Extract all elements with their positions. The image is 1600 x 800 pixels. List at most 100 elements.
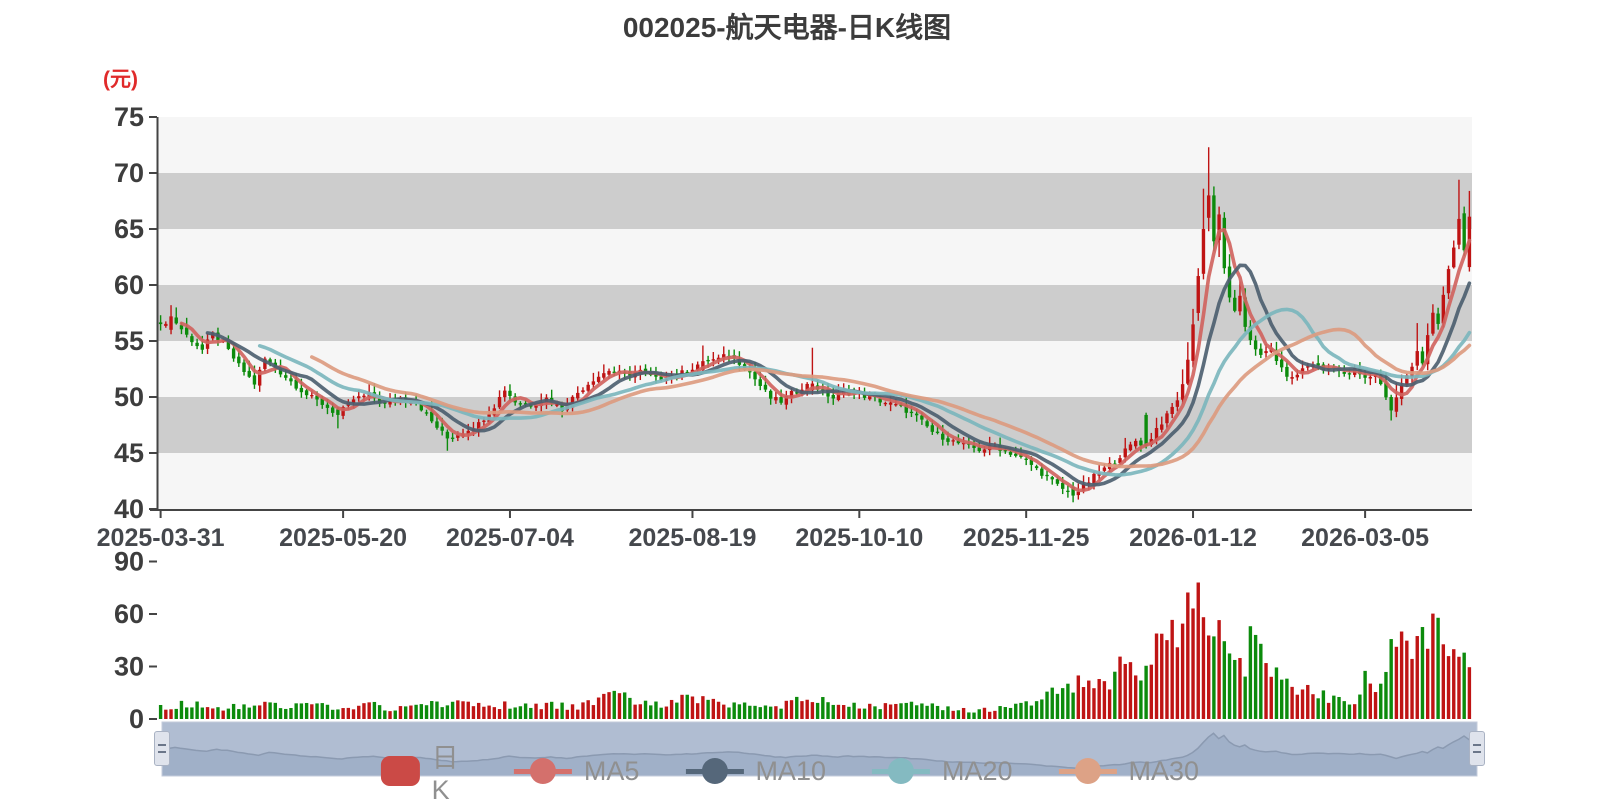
candle-body <box>836 392 841 400</box>
volume-bar <box>456 700 460 719</box>
volume-bar <box>722 704 726 719</box>
volume-bar <box>935 705 940 719</box>
candle-body <box>1285 366 1289 377</box>
handle-grip-icon <box>1473 744 1481 746</box>
candle-body <box>1425 335 1430 365</box>
volume-bar <box>1227 653 1232 719</box>
candle-body <box>1457 218 1461 245</box>
volume-bar <box>628 697 632 719</box>
volume-bar <box>899 703 903 719</box>
candle-body <box>430 411 434 422</box>
volume-bar <box>523 703 528 719</box>
volume-bar <box>409 705 413 719</box>
volume-bar <box>315 703 319 719</box>
candle-body <box>1081 483 1086 491</box>
legend-item-ma20[interactable]: MA20 <box>871 755 1013 787</box>
candle-body <box>1165 413 1169 424</box>
volume-bar <box>1259 643 1263 719</box>
line-series-legend-icon <box>513 757 572 785</box>
candle-body <box>508 390 512 396</box>
candle-body <box>169 316 173 330</box>
legend-item-ma10[interactable]: MA10 <box>685 756 826 787</box>
volume-bar <box>1196 582 1200 719</box>
volume-bar <box>774 706 778 719</box>
candle-body <box>1217 214 1221 241</box>
handle-grip-icon <box>1473 751 1481 753</box>
data-zoom-left-handle[interactable] <box>154 731 170 766</box>
candle-body <box>1040 468 1044 476</box>
data-zoom-right-handle[interactable] <box>1469 731 1485 766</box>
price-tick-label: 45 <box>114 438 144 468</box>
ma20-line <box>257 307 1472 477</box>
volume-bar <box>205 707 210 719</box>
volume-bar <box>482 706 486 719</box>
volume-bar <box>1071 692 1075 719</box>
volume-bar <box>1347 704 1352 719</box>
candle-body <box>946 438 950 442</box>
volume-bar <box>403 706 408 719</box>
volume-bar <box>795 696 799 719</box>
volume-bar <box>555 708 559 719</box>
candlestick-legend-icon <box>380 756 420 786</box>
candle-body <box>476 422 481 431</box>
volume-bar <box>195 701 199 719</box>
volume-bar <box>680 694 684 719</box>
legend-item-ma5[interactable]: MA5 <box>513 756 639 787</box>
volume-bar <box>1446 656 1451 719</box>
volume-bar <box>503 701 507 719</box>
volume-bar <box>419 704 424 719</box>
candle-body <box>1206 195 1211 218</box>
volume-bar <box>372 701 377 719</box>
candle-body <box>868 395 872 400</box>
volume-bar <box>1243 676 1247 719</box>
candle-body <box>1233 297 1237 311</box>
volume-bar <box>1206 635 1211 719</box>
candle-body <box>315 395 319 400</box>
volume-bar <box>987 711 992 719</box>
volume-bar <box>1123 663 1127 719</box>
volume-bar <box>1175 647 1180 719</box>
volume-bar <box>544 702 549 719</box>
volume-tick-label: 0 <box>129 704 144 734</box>
volume-bar <box>1295 694 1300 719</box>
line-series-legend-icon <box>871 757 930 785</box>
volume-tick-label: 90 <box>114 547 144 577</box>
volume-bar <box>190 707 194 719</box>
volume-tick-label: 30 <box>114 652 144 682</box>
volume-bar <box>784 700 789 719</box>
volume-bar <box>1321 690 1326 719</box>
volume-bar <box>633 704 637 719</box>
candle-body <box>252 375 257 385</box>
volume-bar <box>742 702 747 719</box>
volume-bar <box>158 704 163 719</box>
volume-bar <box>732 702 736 719</box>
volume-bar <box>1342 701 1346 719</box>
volume-bar <box>273 702 278 719</box>
volume-bar <box>570 704 575 719</box>
volume-bar <box>1399 631 1404 719</box>
candle-body <box>1029 458 1034 465</box>
legend-item-ma30[interactable]: MA30 <box>1058 756 1199 787</box>
volume-bar <box>268 702 272 719</box>
candle-body <box>195 342 199 347</box>
volume-bar <box>873 706 877 719</box>
volume-bar <box>1139 680 1143 719</box>
volume-bar <box>1425 648 1430 719</box>
price-tick-label: 50 <box>114 382 144 412</box>
volume-bar <box>1081 687 1086 719</box>
candle-body <box>184 327 189 335</box>
volume-bar <box>169 709 173 719</box>
volume-bar <box>1290 686 1294 719</box>
candle-body <box>424 412 429 414</box>
volume-bar <box>1055 693 1060 719</box>
volume-bar <box>711 698 716 719</box>
candle-body <box>1222 217 1227 269</box>
legend-label: MA20 <box>941 755 1013 786</box>
candle-body <box>1405 375 1409 385</box>
volume-bar <box>920 703 924 719</box>
handle-grip-icon <box>158 744 166 746</box>
volume-bar <box>998 706 1002 719</box>
volume-bar <box>1060 688 1065 719</box>
legend-item-rik[interactable]: 日K <box>380 736 468 800</box>
